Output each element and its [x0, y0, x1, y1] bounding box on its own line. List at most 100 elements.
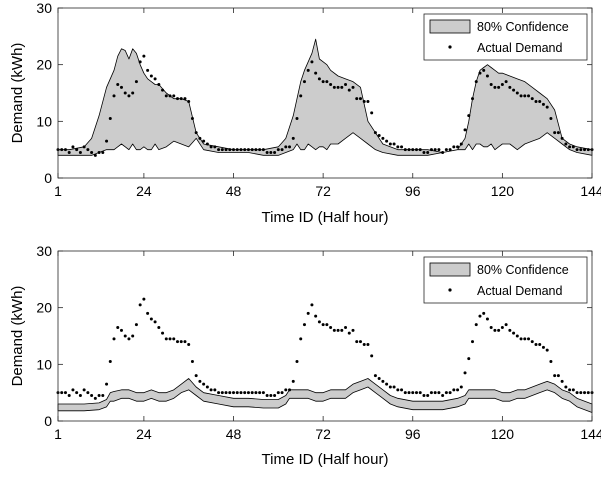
data-point [306, 311, 310, 315]
data-point [403, 391, 407, 395]
data-point [116, 83, 120, 86]
data-point [534, 100, 538, 103]
data-point [332, 328, 336, 332]
data-point [149, 74, 153, 78]
data-point [575, 391, 579, 395]
legend-point-label: Actual Demand [477, 284, 563, 298]
data-point [127, 94, 131, 98]
data-point [243, 391, 247, 395]
data-point [441, 394, 445, 397]
data-point [306, 68, 310, 72]
data-point [250, 148, 254, 152]
data-point [407, 148, 411, 152]
data-point [280, 391, 284, 395]
y-tick-label: 10 [36, 113, 52, 129]
data-point [183, 340, 187, 344]
data-point [400, 145, 404, 149]
data-point [164, 337, 168, 341]
data-point [254, 148, 258, 152]
data-point [183, 97, 187, 101]
data-point [138, 303, 142, 307]
data-point [317, 77, 321, 81]
data-point [101, 394, 105, 397]
data-point [134, 80, 138, 84]
data-point [515, 334, 519, 338]
data-point [78, 394, 82, 397]
data-point [288, 145, 292, 149]
data-point [202, 139, 206, 143]
data-point [71, 388, 75, 392]
data-point [358, 97, 362, 101]
x-tick-label: 48 [226, 426, 242, 442]
data-point [504, 323, 508, 327]
data-point [336, 328, 340, 332]
y-axis-label: Demand (kWh) [9, 43, 26, 144]
data-point [444, 391, 448, 395]
data-point [414, 391, 418, 395]
x-tick-label: 1 [54, 183, 62, 199]
data-point [549, 360, 553, 363]
data-point [194, 374, 198, 378]
data-point [396, 145, 400, 149]
data-point [437, 148, 441, 152]
data-point [571, 388, 575, 392]
data-point [538, 343, 542, 346]
data-point [198, 379, 202, 383]
data-point [508, 328, 512, 332]
chart-bottom: 1 24 48 72 96 120 144 0 10 20 30 Time ID (Half hour… [9, 243, 601, 468]
y-tick-label: 20 [36, 57, 52, 73]
data-point [493, 328, 497, 332]
data-point [190, 117, 194, 120]
data-point [433, 148, 437, 152]
data-point [123, 334, 127, 338]
data-point [254, 391, 258, 395]
data-point [441, 151, 445, 154]
legend-point-label: Actual Demand [477, 41, 563, 55]
data-point [321, 80, 325, 84]
data-point [456, 388, 460, 392]
data-point [205, 385, 209, 389]
data-point [157, 326, 161, 329]
data-point [164, 94, 168, 98]
legend-band-swatch [429, 19, 471, 34]
data-point [497, 328, 501, 332]
data-point [291, 379, 295, 383]
data-point [302, 80, 306, 84]
data-point [541, 345, 545, 349]
data-point [198, 136, 202, 140]
data-point [362, 100, 366, 103]
data-point [519, 337, 523, 341]
data-point [523, 94, 527, 98]
legend-point-swatch [448, 45, 452, 49]
data-point [568, 145, 572, 149]
data-point [276, 391, 280, 395]
x-axis-label: Time ID (Half hour) [262, 209, 389, 226]
data-point [131, 91, 135, 95]
legend: 80% Confidence Actual Demand [423, 13, 588, 61]
data-point [105, 139, 109, 143]
data-point [116, 326, 120, 329]
data-point [325, 80, 329, 84]
data-point [187, 100, 191, 103]
data-point [179, 340, 183, 344]
data-point [370, 354, 374, 358]
data-point [418, 148, 422, 152]
data-point [332, 85, 336, 89]
data-point [78, 151, 82, 154]
data-point [467, 114, 471, 118]
data-point [459, 385, 463, 389]
x-tick-label: 24 [136, 426, 152, 442]
data-point [194, 131, 198, 135]
data-point [497, 85, 501, 89]
data-point [123, 91, 127, 95]
data-point [381, 379, 385, 383]
data-point [86, 391, 90, 395]
data-point [355, 340, 359, 344]
legend-band-label: 80% Confidence [477, 263, 569, 277]
x-tick-label: 120 [491, 183, 515, 199]
data-point [209, 388, 213, 392]
data-point [373, 131, 377, 135]
x-tick-label: 24 [136, 183, 152, 199]
data-point [504, 80, 508, 84]
axes-box [57, 250, 593, 422]
